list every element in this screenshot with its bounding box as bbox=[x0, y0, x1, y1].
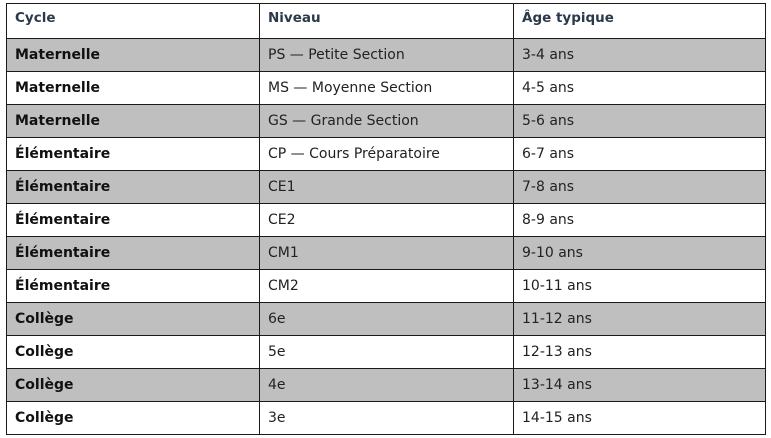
cell-niveau: MS — Moyenne Section bbox=[259, 71, 514, 105]
cell-age: 11-12 ans bbox=[513, 302, 766, 336]
school-levels-table: Cycle Niveau Âge typique Maternelle PS —… bbox=[6, 3, 766, 435]
table-body: Maternelle PS — Petite Section 3-4 ans M… bbox=[6, 38, 766, 435]
cell-age: 4-5 ans bbox=[513, 71, 766, 105]
header-cycle: Cycle bbox=[6, 3, 260, 39]
cell-niveau: CE2 bbox=[259, 203, 514, 237]
cell-age: 7-8 ans bbox=[513, 170, 766, 204]
cell-age: 12-13 ans bbox=[513, 335, 766, 369]
cell-cycle: Élémentaire bbox=[6, 269, 260, 303]
header-age: Âge typique bbox=[513, 3, 766, 39]
table-row: Collège 3e 14-15 ans bbox=[6, 401, 766, 435]
cell-age: 9-10 ans bbox=[513, 236, 766, 270]
cell-cycle: Élémentaire bbox=[6, 170, 260, 204]
cell-cycle: Élémentaire bbox=[6, 137, 260, 171]
cell-cycle: Élémentaire bbox=[6, 236, 260, 270]
cell-niveau: 3e bbox=[259, 401, 514, 435]
cell-niveau: CM2 bbox=[259, 269, 514, 303]
cell-age: 6-7 ans bbox=[513, 137, 766, 171]
table-row: Élémentaire CE2 8-9 ans bbox=[6, 203, 766, 237]
cell-cycle: Maternelle bbox=[6, 71, 260, 105]
cell-niveau: CM1 bbox=[259, 236, 514, 270]
table-row: Élémentaire CM2 10-11 ans bbox=[6, 269, 766, 303]
table-row: Collège 6e 11-12 ans bbox=[6, 302, 766, 336]
school-levels-table-container: Cycle Niveau Âge typique Maternelle PS —… bbox=[6, 3, 766, 435]
cell-cycle: Collège bbox=[6, 368, 260, 402]
table-row: Maternelle GS — Grande Section 5-6 ans bbox=[6, 104, 766, 138]
cell-niveau: GS — Grande Section bbox=[259, 104, 514, 138]
table-row: Élémentaire CE1 7-8 ans bbox=[6, 170, 766, 204]
cell-niveau: CP — Cours Préparatoire bbox=[259, 137, 514, 171]
cell-niveau: PS — Petite Section bbox=[259, 38, 514, 72]
table-row: Maternelle MS — Moyenne Section 4-5 ans bbox=[6, 71, 766, 105]
cell-cycle: Collège bbox=[6, 335, 260, 369]
cell-cycle: Maternelle bbox=[6, 38, 260, 72]
cell-age: 5-6 ans bbox=[513, 104, 766, 138]
table-row: Collège 5e 12-13 ans bbox=[6, 335, 766, 369]
cell-cycle: Collège bbox=[6, 302, 260, 336]
cell-niveau: CE1 bbox=[259, 170, 514, 204]
table-row: Élémentaire CM1 9-10 ans bbox=[6, 236, 766, 270]
table-row: Maternelle PS — Petite Section 3-4 ans bbox=[6, 38, 766, 72]
cell-age: 10-11 ans bbox=[513, 269, 766, 303]
cell-age: 13-14 ans bbox=[513, 368, 766, 402]
table-row: Collège 4e 13-14 ans bbox=[6, 368, 766, 402]
cell-age: 3-4 ans bbox=[513, 38, 766, 72]
cell-cycle: Collège bbox=[6, 401, 260, 435]
cell-niveau: 4e bbox=[259, 368, 514, 402]
cell-age: 8-9 ans bbox=[513, 203, 766, 237]
cell-niveau: 5e bbox=[259, 335, 514, 369]
header-niveau: Niveau bbox=[259, 3, 514, 39]
cell-cycle: Élémentaire bbox=[6, 203, 260, 237]
cell-niveau: 6e bbox=[259, 302, 514, 336]
cell-age: 14-15 ans bbox=[513, 401, 766, 435]
cell-cycle: Maternelle bbox=[6, 104, 260, 138]
header-row: Cycle Niveau Âge typique bbox=[6, 3, 766, 39]
table-header: Cycle Niveau Âge typique bbox=[6, 3, 766, 39]
table-row: Élémentaire CP — Cours Préparatoire 6-7 … bbox=[6, 137, 766, 171]
